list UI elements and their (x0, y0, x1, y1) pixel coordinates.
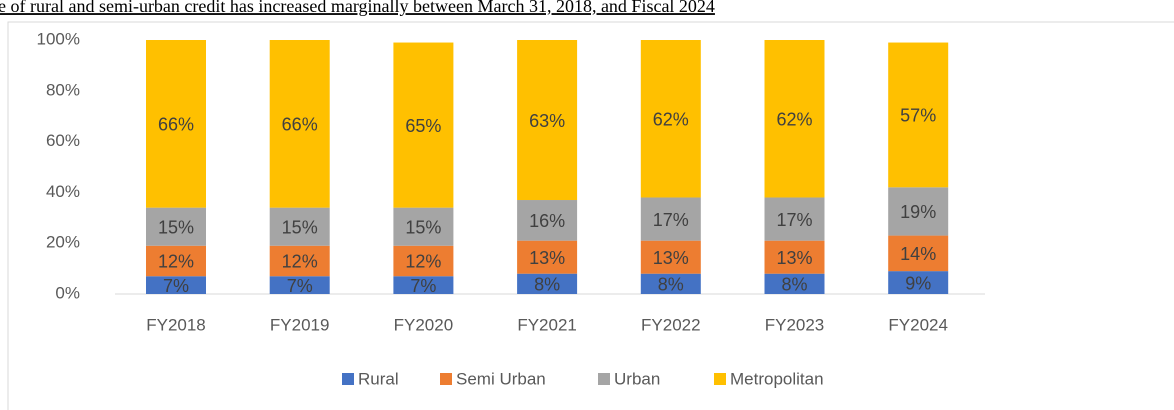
data-label: 12% (282, 252, 318, 272)
bar-segment (146, 40, 206, 208)
data-label: 14% (900, 244, 936, 264)
bar-segment (888, 42, 949, 188)
data-label: 63% (529, 111, 565, 131)
data-label: 65% (405, 116, 441, 136)
x-tick-label: FY2019 (270, 315, 330, 334)
x-tick-label: FY2024 (888, 315, 948, 334)
x-tick-label: FY2020 (394, 315, 454, 334)
bar-segment (146, 245, 206, 277)
bar-segment (517, 240, 578, 274)
x-tick-label: FY2022 (641, 315, 701, 334)
x-tick-label: FY2021 (517, 315, 577, 334)
y-tick-label: 100% (37, 29, 80, 48)
x-tick-label: FY2018 (146, 315, 206, 334)
bar-segment (146, 207, 206, 246)
bar-segment (640, 273, 701, 294)
y-tick-label: 20% (46, 233, 80, 252)
data-label: 15% (282, 217, 318, 237)
data-label: 12% (405, 252, 441, 272)
data-label: 62% (653, 109, 689, 129)
bar-segment (393, 276, 454, 294)
bar-segment (640, 40, 701, 198)
data-label: 66% (282, 115, 318, 135)
bar-segment (269, 40, 330, 208)
bar-segment (269, 245, 330, 277)
data-label: 9% (905, 273, 931, 293)
data-label: 13% (776, 248, 812, 268)
data-label: 7% (163, 276, 189, 296)
legend-swatch (598, 373, 610, 385)
legend-swatch (714, 373, 726, 385)
bar-segment (269, 207, 330, 246)
data-label: 8% (658, 275, 684, 295)
data-label: 7% (410, 276, 436, 296)
data-label: 17% (653, 210, 689, 230)
y-tick-label: 0% (55, 283, 80, 302)
data-label: 57% (900, 106, 936, 126)
legend-label: Metropolitan (730, 369, 824, 388)
y-tick-label: 80% (46, 80, 80, 99)
data-label: 8% (534, 275, 560, 295)
data-label: 8% (781, 275, 807, 295)
legend-label: Semi Urban (456, 369, 546, 388)
data-label: 7% (287, 276, 313, 296)
data-label: 12% (158, 252, 194, 272)
bar-segment (517, 40, 578, 201)
data-label: 62% (776, 109, 812, 129)
data-label: 13% (653, 248, 689, 268)
data-label: 17% (776, 210, 812, 230)
chart-title: e of rural and semi-urban credit has inc… (0, 0, 715, 16)
data-label: 19% (900, 202, 936, 222)
legend-label: Rural (358, 369, 399, 388)
bar-segment (393, 42, 454, 208)
data-label: 16% (529, 211, 565, 231)
data-label: 15% (158, 217, 194, 237)
legend-swatch (342, 373, 354, 385)
bar-segment (764, 273, 825, 294)
bar-segment (517, 200, 578, 241)
bar-segment (764, 40, 825, 198)
x-tick-label: FY2023 (765, 315, 825, 334)
data-label: 66% (158, 115, 194, 135)
bar-segment (640, 240, 701, 274)
y-tick-label: 60% (46, 131, 80, 150)
bar-segment (269, 276, 330, 294)
legend-label: Urban (614, 369, 660, 388)
bar-segment (146, 276, 206, 294)
bar-segment (888, 235, 949, 272)
data-label: 15% (405, 217, 441, 237)
bar-segment (764, 240, 825, 274)
bar-segment (888, 271, 949, 294)
bar-segment (764, 197, 825, 241)
data-label: 13% (529, 248, 565, 268)
y-tick-label: 40% (46, 182, 80, 201)
bar-segment (640, 197, 701, 241)
bar-segment (393, 207, 454, 246)
legend-swatch (440, 373, 452, 385)
bar-segment (393, 245, 454, 277)
bar-segment (517, 273, 578, 294)
bar-segment (888, 187, 949, 236)
chart-frame (7, 21, 1174, 410)
